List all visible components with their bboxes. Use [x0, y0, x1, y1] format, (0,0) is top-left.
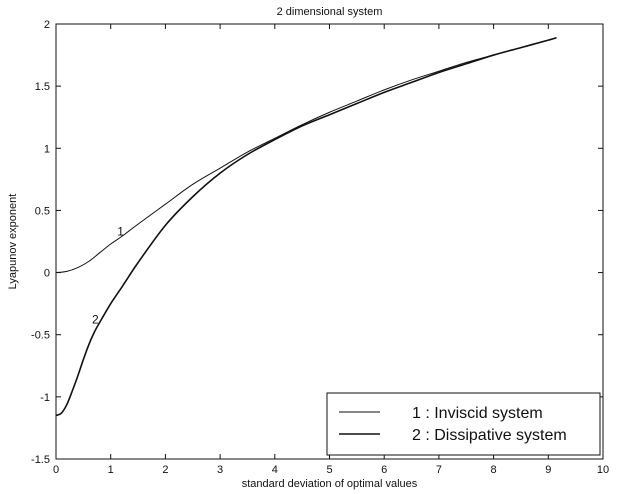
- y-tick-label: -1.5: [31, 454, 50, 466]
- x-tick-label: 8: [491, 464, 497, 476]
- x-tick-label: 10: [597, 464, 609, 476]
- x-axis-label: standard deviation of optimal values: [242, 478, 418, 490]
- x-tick-label: 7: [436, 464, 442, 476]
- x-tick-label: 6: [381, 464, 387, 476]
- curve-label-1: 1: [117, 224, 124, 238]
- x-tick-label: 2: [162, 464, 168, 476]
- chart-title: 2 dimensional system: [277, 6, 383, 18]
- y-tick-label: 1.5: [35, 81, 50, 93]
- y-tick-label: -1: [40, 392, 50, 404]
- curve-dissipative: [55, 36, 557, 417]
- y-tick-label: 0.5: [35, 205, 50, 217]
- y-tick-label: 2: [44, 19, 50, 31]
- y-tick-label: -0.5: [31, 330, 50, 342]
- legend-box: [326, 392, 601, 456]
- legend-label-inviscid: 1 : Inviscid system: [412, 405, 543, 422]
- axis-ticks: 0 1 2 3 4 5 6 7 8 9 10-1.5-1-0.500.511.52: [31, 19, 609, 476]
- x-tick-label: 1: [108, 464, 114, 476]
- curves-group: [55, 36, 557, 417]
- legend-label-dissipative: 2 : Dissipative system: [412, 427, 567, 444]
- x-tick-label: 5: [326, 464, 332, 476]
- curve-inviscid: [55, 37, 557, 274]
- x-tick-label: 4: [272, 464, 278, 476]
- y-axis-label: Lyapunov exponent: [7, 194, 19, 290]
- x-tick-label: 3: [217, 464, 223, 476]
- curve-label-2: 2: [92, 313, 99, 327]
- x-tick-label: 9: [545, 464, 551, 476]
- y-tick-label: 1: [44, 143, 50, 155]
- y-tick-label: 0: [44, 268, 50, 280]
- legend: 1 : Inviscid system 2 : Dissipative syst…: [326, 392, 601, 456]
- x-tick-label: 0: [53, 464, 59, 476]
- curve-labels-group: 12: [92, 224, 124, 326]
